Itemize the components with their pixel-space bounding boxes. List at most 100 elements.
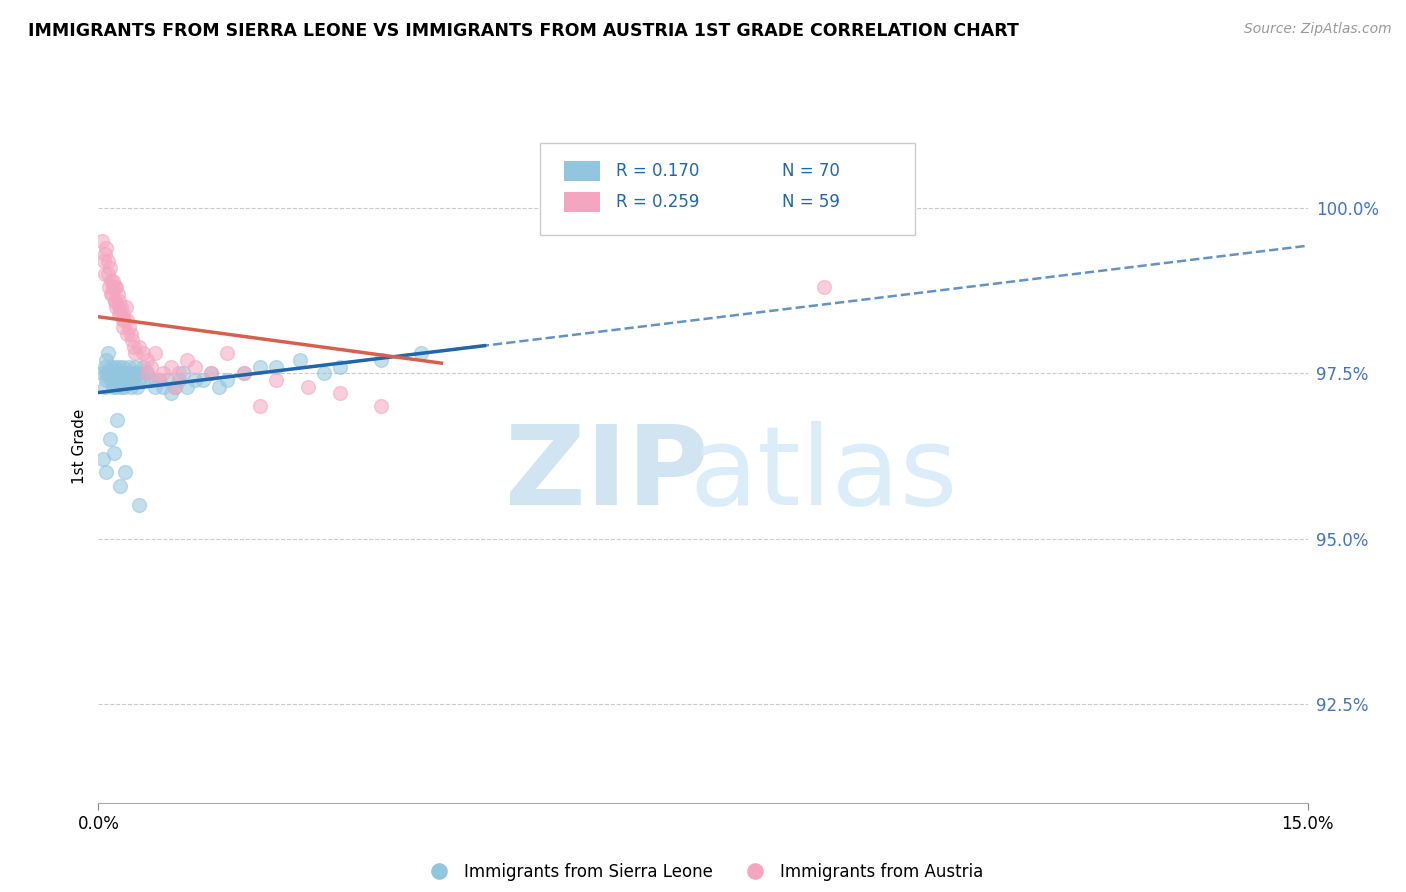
Point (108, 307, 131, 321)
Point (103, 293, 125, 308)
Point (100, 373, 122, 387)
Point (163, 379, 186, 393)
Point (97, 367, 120, 381)
Point (167, 367, 190, 381)
Point (111, 320, 134, 334)
Point (101, 280, 124, 294)
Point (111, 307, 134, 321)
Point (184, 373, 207, 387)
Text: Source: ZipAtlas.com: Source: ZipAtlas.com (1244, 22, 1392, 37)
Point (93, 254, 115, 268)
Point (91, 367, 114, 381)
Point (94, 247, 117, 261)
Text: IMMIGRANTS FROM SIERRA LEONE VS IMMIGRANTS FROM AUSTRIA 1ST GRADE CORRELATION CH: IMMIGRANTS FROM SIERRA LEONE VS IMMIGRAN… (28, 22, 1019, 40)
Point (117, 326, 139, 341)
Point (124, 359, 146, 374)
Point (120, 367, 142, 381)
Point (132, 346, 155, 360)
Point (249, 359, 271, 374)
Point (108, 307, 131, 321)
Point (172, 367, 194, 381)
Point (156, 373, 179, 387)
Point (96, 353, 118, 368)
Point (100, 367, 122, 381)
Point (110, 367, 132, 381)
Point (128, 340, 150, 354)
Point (297, 379, 319, 393)
Point (329, 386, 352, 401)
Point (115, 313, 138, 327)
Point (120, 326, 142, 341)
Point (232, 367, 254, 381)
Point (121, 333, 143, 347)
Point (103, 367, 125, 381)
Point (139, 359, 162, 374)
Point (104, 293, 127, 308)
Point (115, 367, 138, 381)
Point (96, 373, 118, 387)
Point (121, 373, 143, 387)
Point (108, 478, 131, 492)
Point (124, 367, 146, 381)
Point (148, 373, 170, 387)
Point (163, 379, 186, 393)
Point (200, 367, 222, 381)
Point (200, 367, 222, 381)
Point (409, 346, 432, 360)
Point (100, 287, 122, 301)
Point (107, 300, 129, 314)
Point (114, 466, 136, 480)
Point (105, 300, 128, 314)
Text: N = 70: N = 70 (782, 161, 839, 179)
Point (107, 293, 129, 308)
Point (120, 379, 142, 393)
Point (135, 353, 157, 368)
Point (103, 373, 125, 387)
Point (143, 346, 166, 360)
Point (184, 359, 207, 374)
Point (94, 359, 117, 374)
Point (128, 499, 150, 513)
Point (111, 367, 134, 381)
Y-axis label: 1st Grade: 1st Grade (72, 409, 87, 483)
Point (97, 280, 120, 294)
Point (114, 300, 136, 314)
Point (118, 359, 141, 374)
Point (143, 379, 166, 393)
Point (101, 379, 124, 393)
Point (139, 373, 162, 387)
Text: R = 0.259: R = 0.259 (616, 193, 699, 211)
Point (112, 313, 135, 327)
Point (112, 379, 135, 393)
FancyBboxPatch shape (564, 161, 600, 180)
Point (105, 412, 128, 426)
Point (217, 346, 239, 360)
Point (101, 287, 124, 301)
Point (124, 346, 146, 360)
Point (103, 359, 125, 374)
Point (115, 373, 138, 387)
Point (112, 313, 135, 327)
Point (160, 359, 183, 374)
Point (105, 379, 128, 393)
FancyBboxPatch shape (564, 192, 600, 212)
Point (132, 359, 155, 374)
Point (118, 320, 141, 334)
Point (249, 400, 271, 414)
Point (91, 234, 114, 248)
Text: N = 59: N = 59 (782, 193, 839, 211)
Point (232, 367, 254, 381)
Point (329, 359, 352, 374)
Point (98, 260, 121, 275)
Point (103, 280, 125, 294)
Point (107, 373, 129, 387)
Point (103, 445, 125, 459)
FancyBboxPatch shape (540, 143, 915, 235)
Point (128, 373, 150, 387)
Point (193, 373, 215, 387)
Point (100, 359, 122, 374)
Point (152, 379, 174, 393)
Point (314, 367, 336, 381)
Point (370, 353, 392, 368)
Point (208, 379, 231, 393)
